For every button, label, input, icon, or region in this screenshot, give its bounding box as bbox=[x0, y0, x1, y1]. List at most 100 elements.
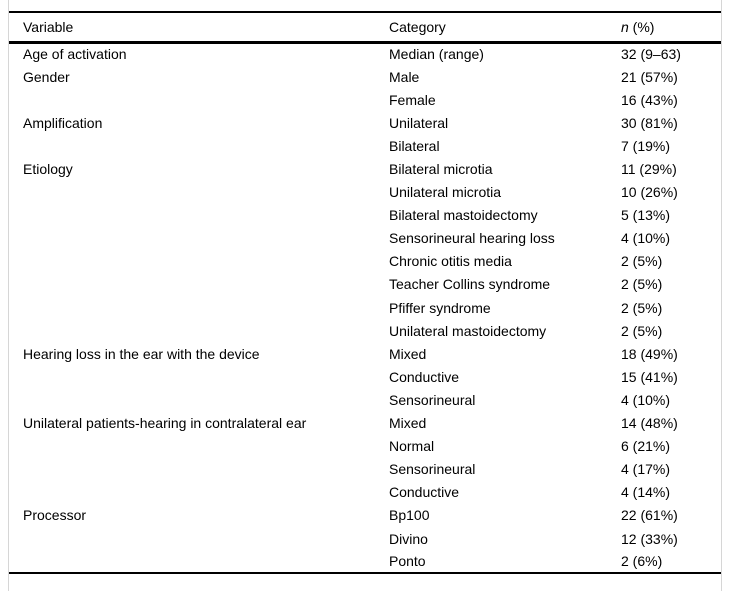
cell-variable bbox=[9, 227, 389, 250]
cell-value: 18 (49%) bbox=[621, 345, 678, 362]
column-header-n-percent: n (%) bbox=[621, 12, 721, 42]
cell-category: Normal bbox=[389, 438, 435, 455]
cell-category: Conductive bbox=[389, 484, 460, 501]
cell-variable: Gender bbox=[23, 68, 70, 85]
cell-value: 4 (10%) bbox=[621, 391, 671, 408]
cell-value: 11 (29%) bbox=[621, 161, 677, 178]
cell-variable bbox=[9, 319, 389, 342]
cell-variable bbox=[9, 204, 389, 227]
cell-variable bbox=[9, 273, 389, 296]
cell-category: Conductive bbox=[389, 368, 460, 385]
cell-value: 10 (26%) bbox=[621, 184, 678, 201]
cell-category: Bp100 bbox=[389, 507, 430, 524]
table-header-row: Variable Category n (%) bbox=[9, 12, 721, 42]
table-row: Ponto 2 (6%) bbox=[9, 550, 721, 573]
table-row: Female 16 (43%) bbox=[9, 88, 721, 111]
cell-variable: Age of activation bbox=[23, 46, 127, 63]
table-row: Unilateral patients-hearing in contralat… bbox=[9, 412, 721, 435]
cell-value: 16 (43%) bbox=[621, 91, 678, 108]
cell-value: 2 (5%) bbox=[621, 276, 663, 293]
table-row: Processor Bp100 22 (61%) bbox=[9, 504, 721, 527]
table-row: Conductive 4 (14%) bbox=[9, 481, 721, 504]
cell-variable: Unilateral patients-hearing in contralat… bbox=[23, 415, 307, 432]
cell-category: Chronic otitis media bbox=[389, 253, 512, 270]
table-row: Normal 6 (21%) bbox=[9, 435, 721, 458]
cell-category: Mixed bbox=[389, 345, 427, 362]
n-symbol: n bbox=[621, 18, 629, 35]
cell-category: Male bbox=[389, 68, 420, 85]
cell-value: 2 (5%) bbox=[621, 253, 663, 270]
table-row: Sensorineural 4 (10%) bbox=[9, 388, 721, 411]
cell-value: 2 (5%) bbox=[621, 322, 663, 339]
cell-variable bbox=[9, 388, 389, 411]
percent-label: (%) bbox=[628, 18, 655, 35]
table-row: Divino 12 (33%) bbox=[9, 527, 721, 550]
cell-category: Mixed bbox=[389, 415, 427, 432]
cell-value: 4 (17%) bbox=[621, 461, 671, 478]
cell-variable bbox=[9, 365, 389, 388]
cell-category: Female bbox=[389, 91, 436, 108]
cell-variable bbox=[9, 435, 389, 458]
column-header-variable: Variable bbox=[23, 18, 74, 35]
cell-variable: Hearing loss in the ear with the device bbox=[23, 345, 260, 362]
cell-variable bbox=[9, 458, 389, 481]
table-row: Hearing loss in the ear with the device M… bbox=[9, 342, 721, 365]
cell-category: Sensorineural bbox=[389, 391, 476, 408]
table-header: Variable Category n (%) bbox=[9, 12, 721, 42]
cell-value: 6 (21%) bbox=[621, 438, 671, 455]
table-row: Etiology Bilateral microtia 11 (29%) bbox=[9, 157, 721, 180]
cell-category: Pfiffer syndrome bbox=[389, 299, 491, 316]
cell-category: Unilateral bbox=[389, 114, 449, 131]
cell-variable bbox=[9, 481, 389, 504]
cell-value: 22 (61%) bbox=[621, 507, 678, 524]
cell-value: 30 (81%) bbox=[621, 114, 678, 131]
table-row: Sensorineural 4 (17%) bbox=[9, 458, 721, 481]
cell-category: Bilateral microtia bbox=[389, 161, 493, 178]
cell-variable bbox=[9, 296, 389, 319]
table-row: Chronic otitis media 2 (5%) bbox=[9, 250, 721, 273]
cell-variable bbox=[9, 181, 389, 204]
cell-category: Bilateral bbox=[389, 137, 440, 154]
cell-value: 2 (6%) bbox=[621, 553, 663, 570]
table-row: Amplification Unilateral 30 (81%) bbox=[9, 111, 721, 134]
column-header-category: Category bbox=[389, 18, 446, 35]
cell-variable: Amplification bbox=[23, 114, 103, 131]
cell-category: Ponto bbox=[389, 553, 426, 570]
table-row: Gender Male 21 (57%) bbox=[9, 65, 721, 88]
cell-variable bbox=[9, 134, 389, 157]
cell-variable: Etiology bbox=[23, 161, 73, 178]
table-row: Conductive 15 (41%) bbox=[9, 365, 721, 388]
demographics-table: Variable Category n (%) Age of activatio… bbox=[9, 11, 721, 575]
cell-value: 14 (48%) bbox=[621, 415, 678, 432]
table-row: Teacher Collins syndrome 2 (5%) bbox=[9, 273, 721, 296]
cell-category: Unilateral mastoidectomy bbox=[389, 322, 547, 339]
cell-value: 32 (9–63) bbox=[621, 46, 681, 63]
table-row: Bilateral mastoidectomy 5 (13%) bbox=[9, 204, 721, 227]
cell-category: Bilateral mastoidectomy bbox=[389, 207, 538, 224]
cell-value: 4 (14%) bbox=[621, 484, 671, 501]
cell-category: Divino bbox=[389, 530, 428, 547]
cell-value: 7 (19%) bbox=[621, 137, 671, 154]
table-row: Unilateral mastoidectomy 2 (5%) bbox=[9, 319, 721, 342]
cell-variable bbox=[9, 550, 389, 573]
table-body: Age of activation Median (range) 32 (9–63)… bbox=[9, 42, 721, 573]
cell-variable bbox=[9, 250, 389, 273]
cell-variable: Processor bbox=[23, 507, 87, 524]
cell-value: 12 (33%) bbox=[621, 530, 678, 547]
cell-variable bbox=[9, 88, 389, 111]
cell-value: 2 (5%) bbox=[621, 299, 663, 316]
table-row: Unilateral microtia 10 (26%) bbox=[9, 181, 721, 204]
cell-category: Sensorineural bbox=[389, 461, 476, 478]
cell-category: Median (range) bbox=[389, 46, 484, 63]
cell-value: 21 (57%) bbox=[621, 68, 678, 85]
table-row: Pfiffer syndrome 2 (5%) bbox=[9, 296, 721, 319]
cell-category: Sensorineural hearing loss bbox=[389, 230, 555, 247]
cell-variable bbox=[9, 527, 389, 550]
cell-category: Unilateral microtia bbox=[389, 184, 502, 201]
cell-value: 5 (13%) bbox=[621, 207, 671, 224]
table-row: Bilateral 7 (19%) bbox=[9, 134, 721, 157]
table-row: Sensorineural hearing loss 4 (10%) bbox=[9, 227, 721, 250]
cell-value: 4 (10%) bbox=[621, 230, 671, 247]
cell-category: Teacher Collins syndrome bbox=[389, 276, 551, 293]
table-frame: Variable Category n (%) Age of activatio… bbox=[8, 0, 722, 591]
